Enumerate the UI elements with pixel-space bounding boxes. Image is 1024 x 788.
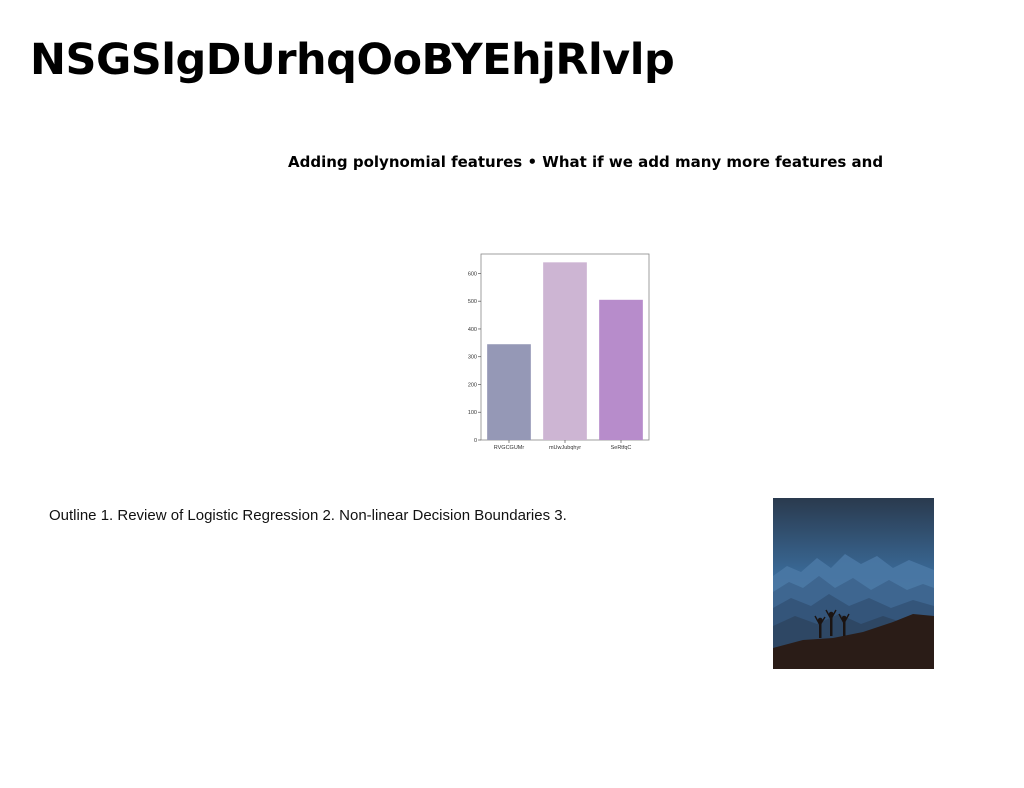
people-silhouette bbox=[814, 609, 850, 638]
bar-2 bbox=[543, 262, 587, 440]
y-tick-label: 500 bbox=[468, 299, 477, 305]
bar-chart-svg: 0 100 200 300 400 500 600 RVGCGUMr mUwJubqhyr SeR… bbox=[468, 253, 650, 451]
y-tick-label: 0 bbox=[474, 438, 477, 444]
mountain-landscape-image bbox=[773, 498, 934, 669]
x-tick-label: RVGCGUMr bbox=[494, 445, 525, 451]
outline-text: Outline 1. Review of Logistic Regression… bbox=[49, 507, 567, 524]
bar-1 bbox=[487, 344, 531, 440]
landscape-photo bbox=[773, 498, 934, 669]
x-tick-label: mUwJubqhyr bbox=[549, 445, 581, 451]
y-tick-label: 600 bbox=[468, 271, 477, 277]
y-tick-label: 100 bbox=[468, 410, 477, 416]
y-tick-label: 200 bbox=[468, 382, 477, 388]
slide-subtitle: Adding polynomial features • What if we … bbox=[288, 153, 884, 171]
x-tick-label: SeRtfqC bbox=[611, 445, 632, 451]
bar-chart: 0 100 200 300 400 500 600 RVGCGUMr mUwJubqhyr SeR… bbox=[460, 250, 660, 458]
y-tick-label: 300 bbox=[468, 355, 477, 361]
page-title: NSGSlgDUrhqOoBYEhjRlvlp bbox=[30, 35, 675, 85]
bar-3 bbox=[599, 299, 643, 440]
y-tick-label: 400 bbox=[468, 327, 477, 333]
